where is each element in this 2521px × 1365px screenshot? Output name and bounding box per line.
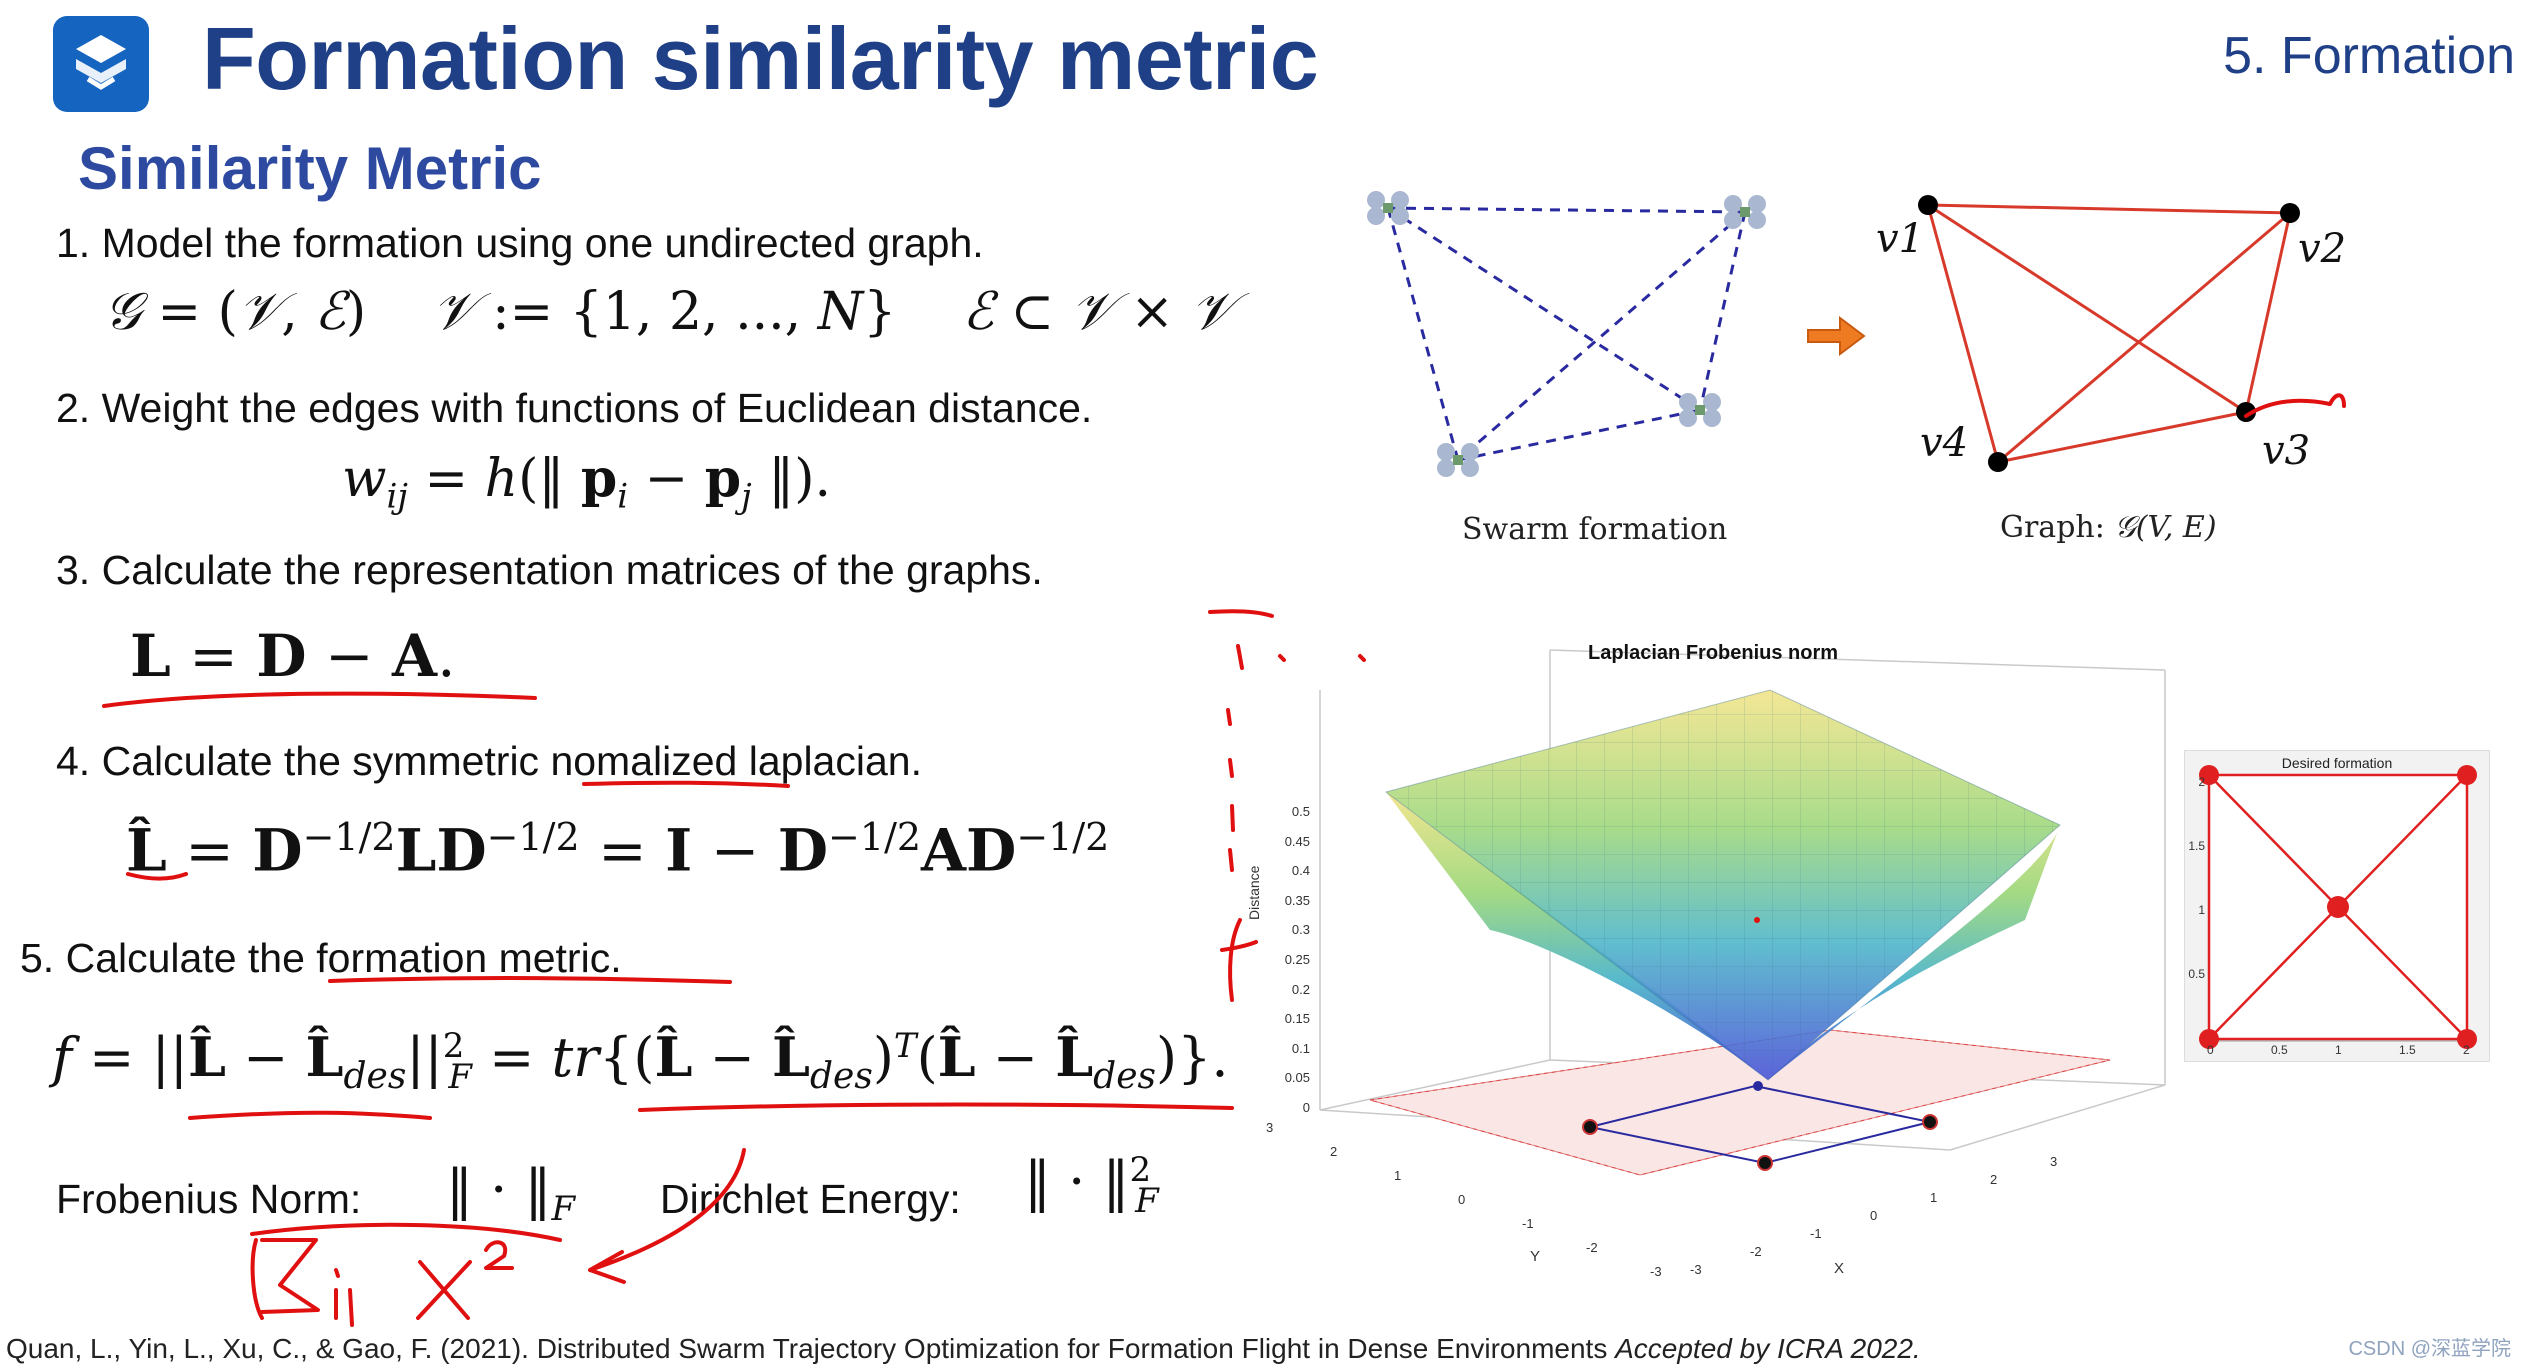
step-2-text: 2. Weight the edges with functions of Eu… [56, 385, 1093, 431]
x-tick-label: 3 [2050, 1154, 2058, 1169]
z-tick-label: 0.2 [1291, 981, 1310, 997]
step-5-text: 5. Calculate the formation metric. [20, 935, 622, 981]
swarm-formation-diagram [1367, 191, 1766, 477]
formula-normalized-laplacian: L̂ = D−1/2LD−1/2 = I − D−1/2AD−1/2 [126, 815, 1110, 885]
step-4-suffix: laplacian. [737, 738, 922, 784]
step-4-prefix: 4. Calculate the symmetric [56, 738, 551, 784]
citation-text: Quan, L., Yin, L., Xu, C., & Gao, F. (20… [6, 1333, 1616, 1364]
desired-formation-panel: Desired formation 0 0.5 1 1.5 2 0.5 1 1.5 2 [2184, 750, 2490, 1062]
graph-caption-prefix: Graph: [2000, 510, 2115, 545]
formula-dirichlet-energy: ‖ · ‖2F [1024, 1150, 1159, 1221]
drone-icon [1679, 393, 1721, 427]
desired-x-tick-label: 1.5 [2399, 1043, 2416, 1057]
underline-metric-lhs [188, 1110, 432, 1120]
y-tick-label: -1 [1522, 1216, 1534, 1231]
desired-formation-title: Desired formation [2281, 755, 2393, 771]
dirichlet-energy-label: Dirichlet Energy: [660, 1176, 961, 1222]
formula-laplacian: L = D − A. [130, 622, 456, 690]
y-tick-label: 2 [1330, 1144, 1338, 1159]
node-label-v3: v3 [2262, 428, 2311, 474]
section-label: 5. Formation [2223, 27, 2515, 85]
arrow-right-icon [1807, 316, 1866, 356]
desired-y-tick-label: 1.5 [2188, 839, 2205, 853]
underline-metric-rhs [638, 1102, 1234, 1112]
formula-graph-definition: 𝒢 = (𝒱, ℰ) 𝒱 := {1, 2, ..., N} ℰ ⊂ 𝒱 × 𝒱 [104, 282, 1234, 342]
watermark: CSDN @深蓝学院 [2348, 1338, 2511, 1360]
graph-node [1918, 195, 1938, 215]
swarm-formation-caption: Swarm formation [1462, 512, 1728, 547]
underline-laplacian [102, 691, 537, 708]
desired-y-tick-label: 1 [2198, 903, 2205, 917]
desired-x-tick-label: 0.5 [2271, 1043, 2288, 1057]
surface-plot-zlabel: Distance [1246, 865, 1262, 920]
formula-formation-metric: f = ||L̂ − L̂des||2F = tr{(L̂ − L̂des)T(… [52, 1025, 1229, 1097]
drone-icon [1437, 443, 1479, 477]
node-label-v2: v2 [2298, 226, 2347, 272]
y-tick-label: 1 [1394, 1168, 1402, 1183]
formula-edge-weight: wij = h(‖ pi − pj ‖). [342, 448, 832, 517]
drone-icon [1724, 195, 1766, 229]
page-title: Formation similarity metric [202, 9, 1319, 108]
x-tick-label: 2 [1990, 1172, 1998, 1187]
desired-x-tick-label: 2 [2463, 1043, 2470, 1057]
graph-node [1988, 452, 2008, 472]
graph-node [2236, 402, 2256, 422]
y-tick-label: -2 [1586, 1240, 1598, 1255]
z-tick-label: 0.4 [1291, 863, 1310, 879]
desired-y-tick-label: 0.5 [2188, 967, 2205, 981]
x-tick-label: -3 [1690, 1262, 1702, 1277]
z-tick-label: 0 [1302, 1100, 1310, 1115]
y-tick-label: -3 [1650, 1264, 1662, 1279]
surface-plot-title: Laplacian Frobenius norm [1588, 642, 1839, 664]
formula-frobenius-norm: ‖ · ‖F [446, 1158, 576, 1229]
step-1-text: 1. Model the formation using one undirec… [56, 220, 984, 266]
citation: Quan, L., Yin, L., Xu, C., & Gao, F. (20… [6, 1333, 1921, 1365]
surface-plot-xlabel: X [1834, 1260, 1845, 1277]
y-tick-label: 0 [1458, 1192, 1466, 1207]
z-tick-label: 0.3 [1291, 922, 1310, 938]
logo-icon [53, 16, 149, 112]
graph-diagram [1918, 195, 2300, 472]
y-tick-label: 3 [1266, 1120, 1274, 1135]
z-tick-label: 0.45 [1284, 833, 1310, 849]
node-label-v4: v4 [1920, 420, 1969, 466]
step-3-text: 3. Calculate the representation matrices… [56, 547, 1043, 593]
section-subtitle: Similarity Metric [78, 135, 542, 202]
citation-venue: Accepted by ICRA 2022. [1615, 1333, 1921, 1364]
laplacian-surface-plot [1319, 649, 2166, 1176]
handwritten-sum-symbol [250, 1222, 562, 1320]
z-tick-label: 0.1 [1291, 1040, 1310, 1056]
graph-caption: Graph: 𝒢(V, E) [2000, 510, 2217, 545]
frobenius-norm-label: Frobenius Norm: [56, 1176, 362, 1222]
desired-y-tick-label: 2 [2198, 775, 2205, 789]
x-tick-label: -2 [1750, 1244, 1762, 1259]
x-tick-label: 0 [1870, 1208, 1878, 1223]
node-label-v1: v1 [1876, 216, 1925, 262]
z-tick-label: 0.5 [1291, 804, 1310, 819]
desired-x-tick-label: 0 [2207, 1043, 2214, 1057]
x-tick-label: 1 [1930, 1190, 1938, 1205]
z-tick-label: 0.25 [1284, 952, 1310, 967]
surface-plot-ylabel: Y [1530, 1248, 1541, 1265]
step-4-text: 4. Calculate the symmetric nomalized lap… [56, 738, 922, 785]
formation-graph-figure [1367, 191, 2300, 477]
z-tick-label: 0.15 [1284, 1011, 1310, 1027]
x-tick-label: -1 [1810, 1226, 1822, 1241]
graph-node [2280, 203, 2300, 223]
desired-x-tick-label: 1 [2335, 1043, 2342, 1057]
z-tick-label: 0.05 [1284, 1070, 1310, 1086]
drone-icon [1367, 191, 1409, 225]
z-tick-label: 0.35 [1284, 892, 1310, 908]
step-4-underlined-word: nomalized [550, 738, 738, 784]
